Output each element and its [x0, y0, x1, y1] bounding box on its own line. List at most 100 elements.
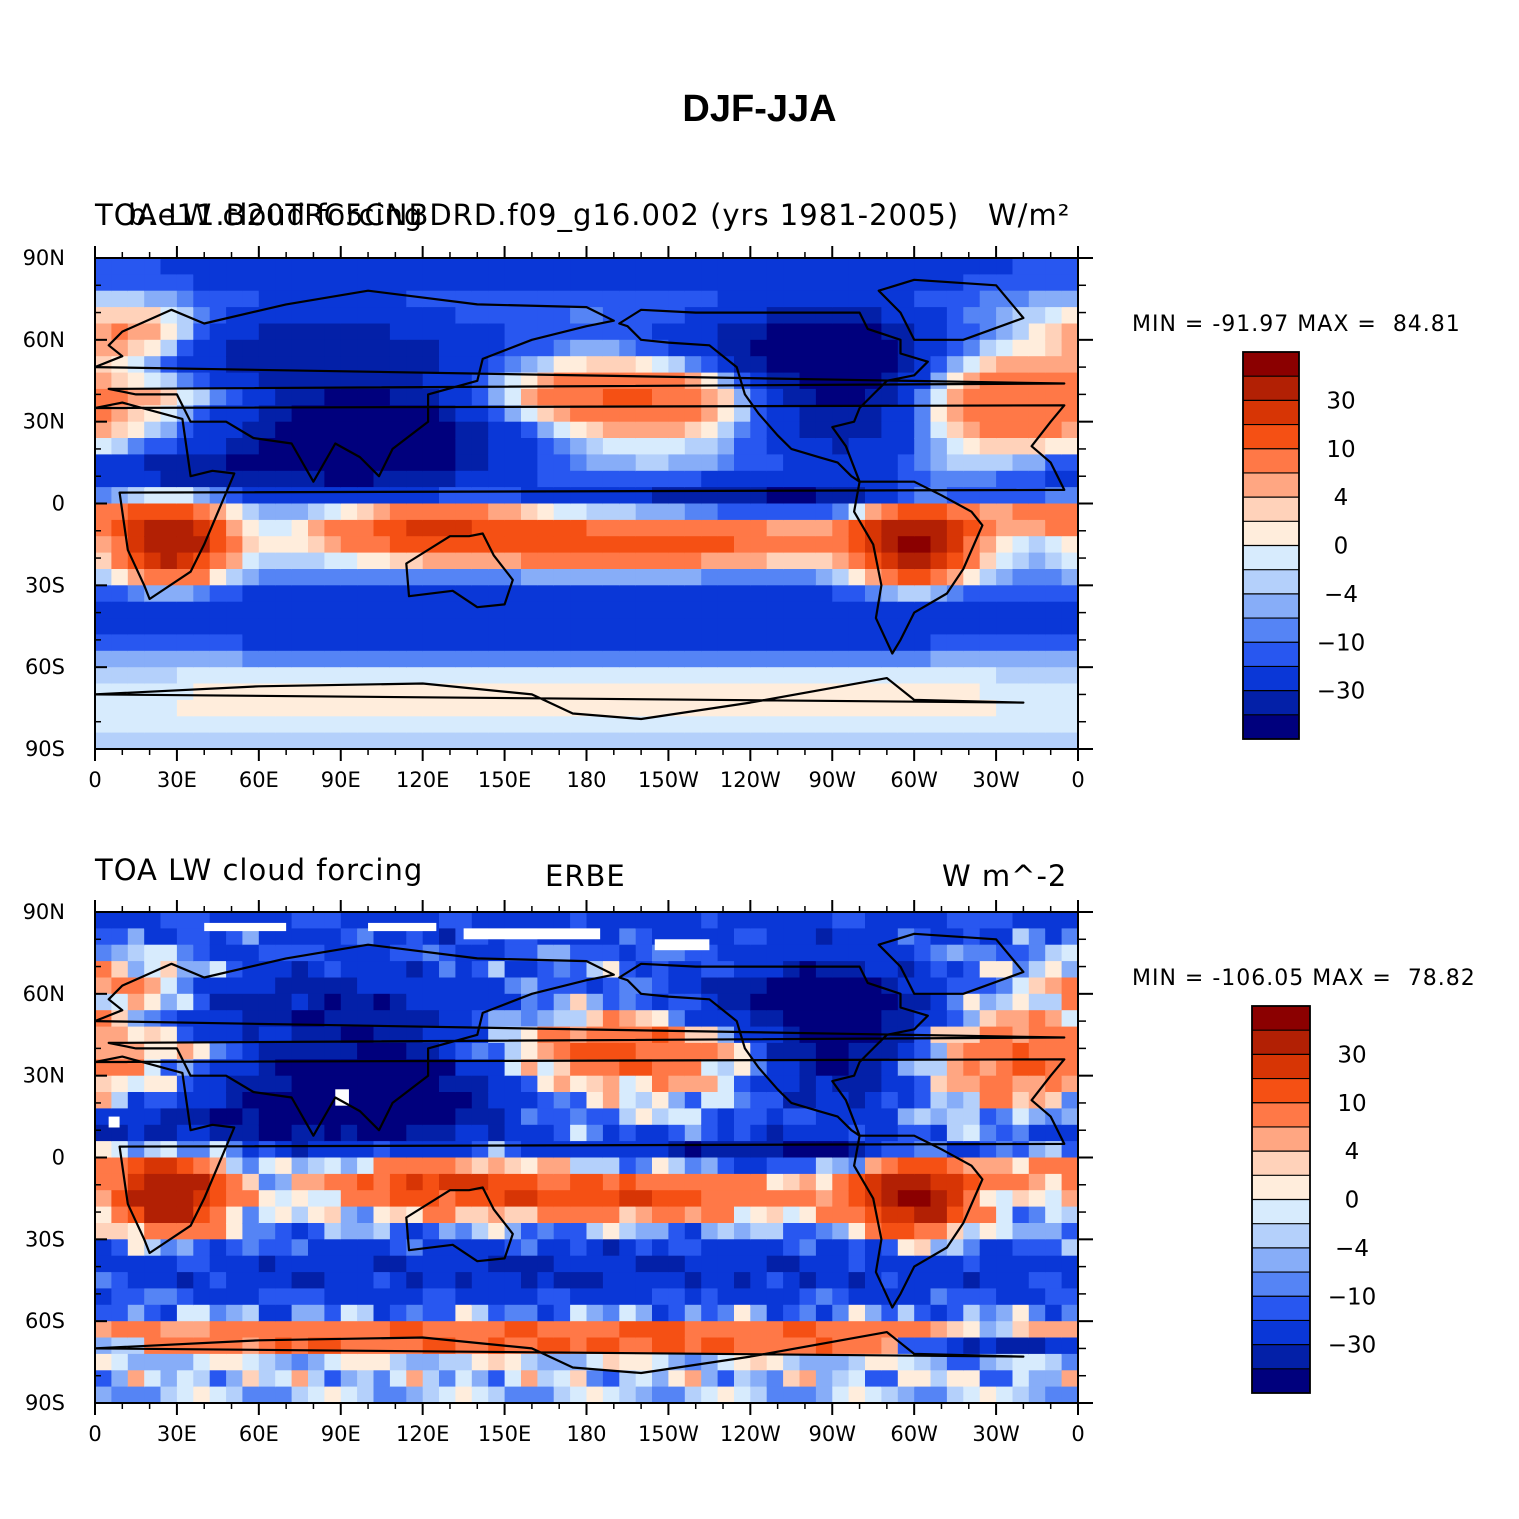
- y-tick-label: 60N: [23, 982, 65, 1006]
- colorbar-swatch: [1252, 1078, 1310, 1104]
- panel2-left-title: TOA LW cloud forcing: [95, 853, 424, 887]
- colorbar-frame: [1242, 351, 1300, 740]
- colorbar-swatch: [1252, 1344, 1310, 1370]
- coastline: [95, 1055, 1066, 1255]
- colorbar-tick-label: −10: [1317, 630, 1366, 656]
- colorbar-swatch: [1252, 1126, 1310, 1152]
- panel2-center-title: ERBE: [545, 859, 626, 893]
- colorbar-swatch: [1252, 1199, 1310, 1225]
- panel1-min-value: -91.97: [1212, 312, 1290, 337]
- x-tick-label: 150E: [478, 768, 531, 792]
- x-tick-label: 90E: [321, 768, 361, 792]
- y-tick-label: 60N: [23, 328, 65, 352]
- colorbar-tick-label: 0: [1334, 534, 1349, 560]
- y-tick-label: 30N: [23, 1064, 65, 1088]
- x-tick-label: 180: [566, 768, 606, 792]
- colorbar-swatch: [1243, 545, 1299, 571]
- y-tick-label: 90S: [25, 1391, 65, 1415]
- missing-data-patch: [108, 1116, 120, 1128]
- y-tick-label: 60S: [25, 1309, 65, 1333]
- coastline: [405, 532, 514, 609]
- colorbar-tick-label: 30: [1337, 1042, 1366, 1068]
- colorbar-swatch: [1243, 472, 1299, 498]
- colorbar-tick-label: 0: [1345, 1188, 1360, 1214]
- y-tick-label: 30S: [25, 1227, 65, 1251]
- colorbar-tick-label: −10: [1328, 1284, 1377, 1310]
- map-panel-2: 0 30E 60E 90E 120E 150E 180 150W 120W 90W 60W 30W 09…: [23, 900, 1093, 1446]
- colorbar-swatch: [1243, 690, 1299, 716]
- x-tick-label: 120W: [720, 1422, 781, 1446]
- x-tick-label: 60W: [890, 768, 938, 792]
- y-tick-label: 30S: [25, 573, 65, 597]
- panel2-max-value: 78.82: [1407, 966, 1476, 991]
- colorbar-tick-label: 30: [1326, 388, 1355, 414]
- y-tick-label: 90N: [23, 246, 65, 270]
- panel1-max-value: 84.81: [1392, 312, 1461, 337]
- colorbar-swatch: [1252, 1223, 1310, 1249]
- colorbar-swatch: [1252, 1175, 1310, 1200]
- x-tick-label: 30W: [972, 768, 1020, 792]
- colorbar-tick-label: 10: [1337, 1091, 1366, 1117]
- y-tick-label: 0: [52, 1146, 65, 1170]
- colorbar-tick-label: −4: [1335, 1236, 1369, 1262]
- x-tick-label: 120W: [720, 768, 781, 792]
- missing-data-patch: [654, 939, 710, 951]
- colorbar-swatch: [1243, 424, 1299, 450]
- missing-data-patch: [335, 1089, 349, 1106]
- colorbar-swatch: [1252, 1102, 1310, 1128]
- missing-data-patch: [204, 922, 287, 932]
- coastline: [618, 962, 929, 1137]
- coastlines: [95, 278, 1066, 721]
- coastline: [95, 401, 1066, 601]
- x-tick-label: 120E: [396, 1422, 449, 1446]
- panel1-units: W/m²: [988, 198, 1071, 232]
- colorbar-2: 30 10 4 0 −4 −10 −30: [1251, 1005, 1377, 1394]
- heatmap-cells: [95, 258, 1078, 749]
- x-tick-label: 0: [1071, 768, 1084, 792]
- x-tick-label: 150W: [638, 768, 699, 792]
- colorbar-tick-label: 10: [1326, 437, 1355, 463]
- colorbar-tick-label: −4: [1324, 582, 1358, 608]
- colorbar-swatch: [1243, 376, 1299, 401]
- colorbar-swatch: [1252, 1006, 1310, 1031]
- colorbar-swatch: [1243, 714, 1299, 740]
- x-tick-label: 150E: [478, 1422, 531, 1446]
- panel1-minmax: MIN = -91.97 MAX = 84.81: [1116, 292, 1461, 336]
- coastline: [95, 676, 1025, 721]
- y-tick-label: 90S: [25, 737, 65, 761]
- x-tick-label: 60W: [890, 1422, 938, 1446]
- x-tick-label: 0: [88, 768, 101, 792]
- coastline: [95, 289, 1066, 483]
- x-tick-label: 120E: [396, 768, 449, 792]
- y-tick-label: 60S: [25, 655, 65, 679]
- x-tick-label: 90E: [321, 1422, 361, 1446]
- colorbar-swatch: [1243, 569, 1299, 595]
- panel2-units: W m^-2: [942, 859, 1068, 893]
- colorbar-tick-label: −30: [1328, 1333, 1377, 1359]
- colorbar-swatch: [1243, 593, 1299, 619]
- x-tick-label: 60E: [239, 1422, 279, 1446]
- coastline: [95, 943, 1066, 1137]
- colorbar-swatch: [1243, 521, 1299, 546]
- x-tick-label: 90W: [809, 1422, 857, 1446]
- coastlines: [95, 932, 1066, 1375]
- colorbar-swatch: [1252, 1247, 1310, 1273]
- colorbar-tick-label: −30: [1317, 679, 1366, 705]
- x-tick-label: 0: [88, 1422, 101, 1446]
- colorbar-tick-label: 4: [1345, 1139, 1360, 1165]
- colorbar-swatch: [1243, 618, 1299, 643]
- map-panel-1: 0 30E 60E 90E 120E 150E 180 150W 120W 90W 60W 30W 09…: [23, 246, 1093, 792]
- colorbar-swatch: [1243, 448, 1299, 474]
- colorbar-swatch: [1252, 1272, 1310, 1297]
- colorbar-swatch: [1252, 1368, 1310, 1394]
- y-tick-label: 30N: [23, 410, 65, 434]
- colorbar-tick-label: 4: [1334, 485, 1349, 511]
- colorbar-swatch: [1243, 666, 1299, 692]
- colorbar-swatch: [1252, 1054, 1310, 1080]
- x-tick-label: 150W: [638, 1422, 699, 1446]
- coastline: [877, 932, 1025, 995]
- figure-title: DJF-JJA: [682, 88, 837, 130]
- colorbar-swatch: [1243, 400, 1299, 426]
- coastline: [877, 278, 1025, 341]
